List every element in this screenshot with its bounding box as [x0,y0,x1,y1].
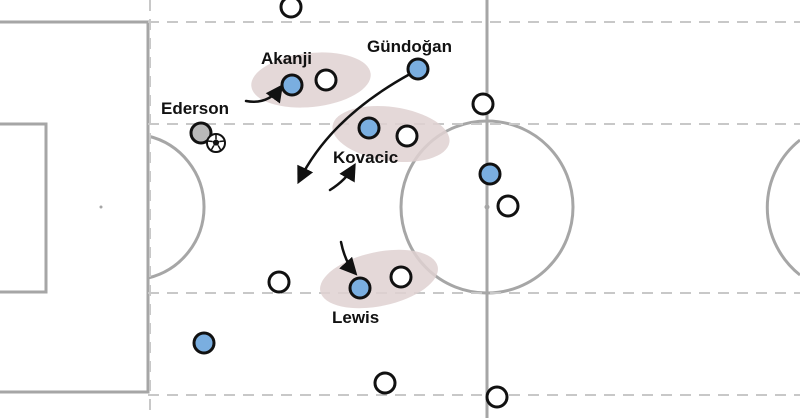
football-icon [206,133,226,153]
player-marker-opponent [373,371,397,395]
lewis-highlight [320,249,438,309]
label-ederson: Ederson [161,99,229,118]
movement-arrows [244,72,412,276]
label-akanji: Akanji [261,49,312,68]
player-marker-opponent [395,124,419,148]
player-marker-opponent [471,92,495,116]
player-marker-opponent [314,68,338,92]
kovacic-arrow [328,162,356,192]
penalty-box [0,20,150,394]
centre-circle-right-arc [765,138,800,277]
label-gundogan: Gündoğan [367,37,452,56]
player-marker-centre [478,162,502,186]
player-labels: Ederson Akanji Gündoğan Kovacic Lewis [161,37,452,327]
player-marker-opponent [267,270,291,294]
centre-circle [399,119,575,295]
player-marker-opponent [389,265,413,289]
player-marker-kovacic [357,116,381,140]
player-marker-opponent [496,194,520,218]
penalty-spot [99,205,103,209]
player-marker-ederson [189,121,213,145]
label-kovacic: Kovacic [333,148,398,167]
label-lewis: Lewis [332,308,379,327]
players [189,0,520,409]
zone-lines [148,0,800,418]
centre-spot [484,204,490,210]
player-marker-lewis [348,276,372,300]
akanji-arrow [244,84,284,104]
six-yard-box [0,122,48,294]
player-marker-left [192,331,216,355]
player-marker-gundogan [406,57,430,81]
player-marker-akanji [280,73,304,97]
penalty-arc [147,134,206,280]
lewis-arrow [339,240,358,276]
player-marker-bottom-edge [485,385,509,409]
player-marker-top-edge [279,0,303,19]
gundogan-long-arrow [297,72,412,185]
